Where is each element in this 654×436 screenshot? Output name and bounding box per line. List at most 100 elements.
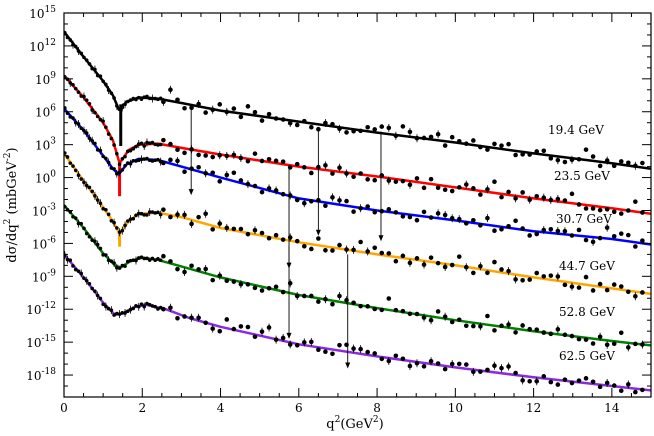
- data-point: [245, 282, 251, 287]
- y-tick-label-6: 10-3: [32, 202, 56, 218]
- data-point: [82, 276, 86, 281]
- data-point: [280, 191, 286, 197]
- data-point: [136, 304, 141, 309]
- data-point: [182, 212, 187, 218]
- data-point: [104, 207, 108, 212]
- data-point: [210, 227, 216, 232]
- data-point: [158, 96, 163, 101]
- data-point: [393, 258, 399, 264]
- data-point: [351, 174, 356, 180]
- data-point: [136, 95, 141, 100]
- data-point: [115, 265, 119, 270]
- data-point: [245, 231, 251, 237]
- data-point: [120, 310, 125, 315]
- data-point: [513, 218, 518, 224]
- data-point: [128, 217, 133, 221]
- data-point: [90, 189, 94, 194]
- data-point: [273, 158, 279, 164]
- data-point: [337, 198, 342, 203]
- series-1-points: [64, 75, 645, 216]
- data-point: [626, 232, 631, 238]
- data-point: [513, 330, 518, 335]
- data-point: [534, 149, 540, 154]
- data-point: [161, 306, 166, 312]
- data-point: [478, 369, 483, 374]
- data-point: [604, 380, 610, 386]
- data-point: [471, 323, 476, 329]
- data-point: [93, 141, 97, 146]
- data-point: [301, 244, 307, 249]
- data-point: [555, 327, 561, 332]
- data-point: [238, 178, 244, 183]
- data-point: [210, 154, 216, 160]
- data-point: [71, 264, 75, 268]
- data-point: [485, 367, 490, 373]
- series-1: [64, 74, 651, 216]
- data-point: [64, 106, 67, 110]
- data-point: [217, 221, 223, 226]
- data-point: [569, 233, 575, 238]
- x-tick-label-1: 2: [138, 401, 146, 415]
- data-point: [231, 170, 237, 176]
- data-point: [266, 285, 272, 291]
- data-point: [428, 176, 434, 182]
- data-point: [590, 206, 596, 211]
- data-point: [266, 156, 272, 162]
- data-point: [231, 106, 237, 111]
- data-point: [499, 143, 504, 148]
- data-point: [156, 210, 160, 215]
- data-point: [82, 226, 86, 231]
- arrow-head-4: [345, 362, 351, 369]
- data-point: [131, 258, 136, 262]
- data-point: [150, 159, 155, 163]
- data-point: [323, 163, 328, 168]
- data-point: [492, 328, 497, 333]
- data-point: [64, 30, 67, 35]
- data-point: [597, 235, 603, 241]
- plot-frame: [63, 12, 652, 398]
- data-point: [98, 74, 103, 78]
- data-point: [294, 197, 300, 203]
- data-point: [618, 284, 624, 289]
- data-point: [400, 124, 406, 129]
- legend-label-3: 44.7 GeV: [559, 259, 615, 273]
- data-point: [633, 244, 638, 249]
- data-point: [421, 185, 427, 191]
- data-point: [79, 94, 84, 98]
- data-point: [294, 293, 300, 299]
- data-point: [87, 281, 92, 286]
- arrow-head-0: [188, 189, 194, 196]
- data-point: [626, 382, 631, 387]
- data-point: [161, 99, 166, 105]
- data-point: [604, 342, 610, 348]
- legend-label-1: 23.5 GeV: [554, 169, 610, 183]
- data-point: [287, 120, 293, 126]
- data-point: [65, 257, 70, 262]
- data-point: [123, 264, 127, 268]
- data-point: [428, 134, 434, 140]
- data-point: [471, 270, 476, 276]
- data-point: [344, 247, 349, 252]
- data-point: [76, 90, 81, 94]
- data-point: [520, 278, 525, 283]
- data-point: [400, 178, 406, 184]
- data-point: [158, 212, 163, 217]
- data-point: [534, 231, 540, 237]
- data-point: [125, 161, 130, 165]
- data-point: [266, 111, 272, 117]
- data-point: [196, 267, 201, 272]
- data-point: [87, 234, 92, 239]
- data-point: [150, 256, 155, 261]
- data-point: [583, 376, 589, 381]
- data-point: [156, 307, 160, 311]
- data-point: [640, 210, 645, 215]
- data-point: [386, 251, 392, 256]
- data-point: [139, 255, 144, 259]
- data-point: [541, 227, 547, 233]
- data-point: [301, 200, 307, 206]
- data-point: [421, 135, 427, 141]
- data-point: [139, 302, 144, 306]
- data-point: [379, 356, 385, 362]
- data-point: [583, 206, 589, 211]
- data-point: [428, 215, 434, 220]
